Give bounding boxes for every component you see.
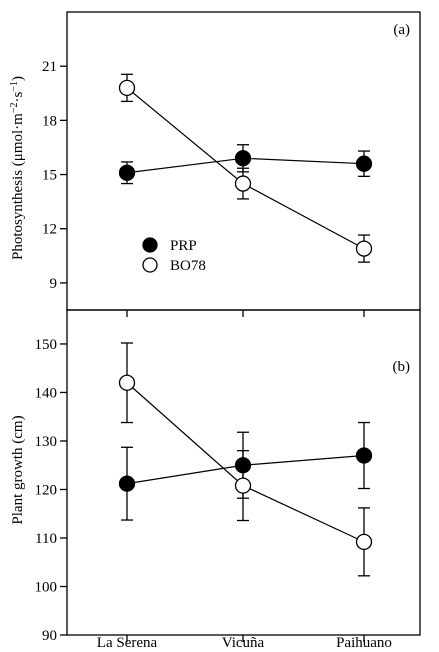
panel-a-ytick-label: 21 xyxy=(42,59,57,75)
panel-a-ytick-label: 9 xyxy=(50,276,58,292)
panel-b-ytick-label: 120 xyxy=(35,482,58,498)
data-point-bo78-a xyxy=(234,175,252,192)
data-point-prp-a xyxy=(234,150,252,167)
data-point-bo78-a xyxy=(355,240,373,257)
data-point-prp-b xyxy=(355,447,373,464)
panel-b-ylabel: Plant growth (cm) xyxy=(10,415,26,524)
panel-a-ytick-label: 12 xyxy=(42,222,57,238)
legend-label-bo78: BO78 xyxy=(170,258,206,274)
panel-a-label: (a) xyxy=(393,22,410,38)
panel-a-ytick-label: 18 xyxy=(42,113,57,129)
panel-b-label: (b) xyxy=(393,359,411,375)
legend: PRP BO78 xyxy=(142,237,206,274)
data-point-bo78-b xyxy=(234,477,252,494)
data-point-bo78-b xyxy=(118,374,136,391)
panel-b-ytick-label: 100 xyxy=(35,579,58,595)
legend-marker-bo78 xyxy=(142,257,158,273)
panel-b-ytick-label: 90 xyxy=(42,628,57,644)
plot-layer: 9 12 15 18 21 90 100 110 120 130 140 150 La Serena Vi… xyxy=(35,59,392,651)
panel-a-ytick-label: 15 xyxy=(42,168,57,184)
data-point-prp-a xyxy=(355,155,373,172)
category-label: Vicuña xyxy=(222,635,265,651)
panel-b-ytick-label: 110 xyxy=(35,531,57,547)
category-label: Paihuano xyxy=(336,635,392,651)
panel-b-ytick-label: 130 xyxy=(35,434,58,450)
data-point-bo78-a xyxy=(118,79,136,97)
legend-label-prp: PRP xyxy=(170,238,197,254)
panel-a-ylabel: Photosynthesis (μmol·m−2·s−1) xyxy=(9,76,26,260)
panel-b-ytick-label: 140 xyxy=(35,385,58,401)
category-label: La Serena xyxy=(97,635,158,651)
panel-b-ytick-label: 150 xyxy=(35,337,58,353)
data-point-bo78-b xyxy=(355,533,373,551)
legend-marker-prp xyxy=(142,237,158,253)
data-point-prp-b xyxy=(118,475,136,492)
data-point-prp-a xyxy=(118,164,136,181)
